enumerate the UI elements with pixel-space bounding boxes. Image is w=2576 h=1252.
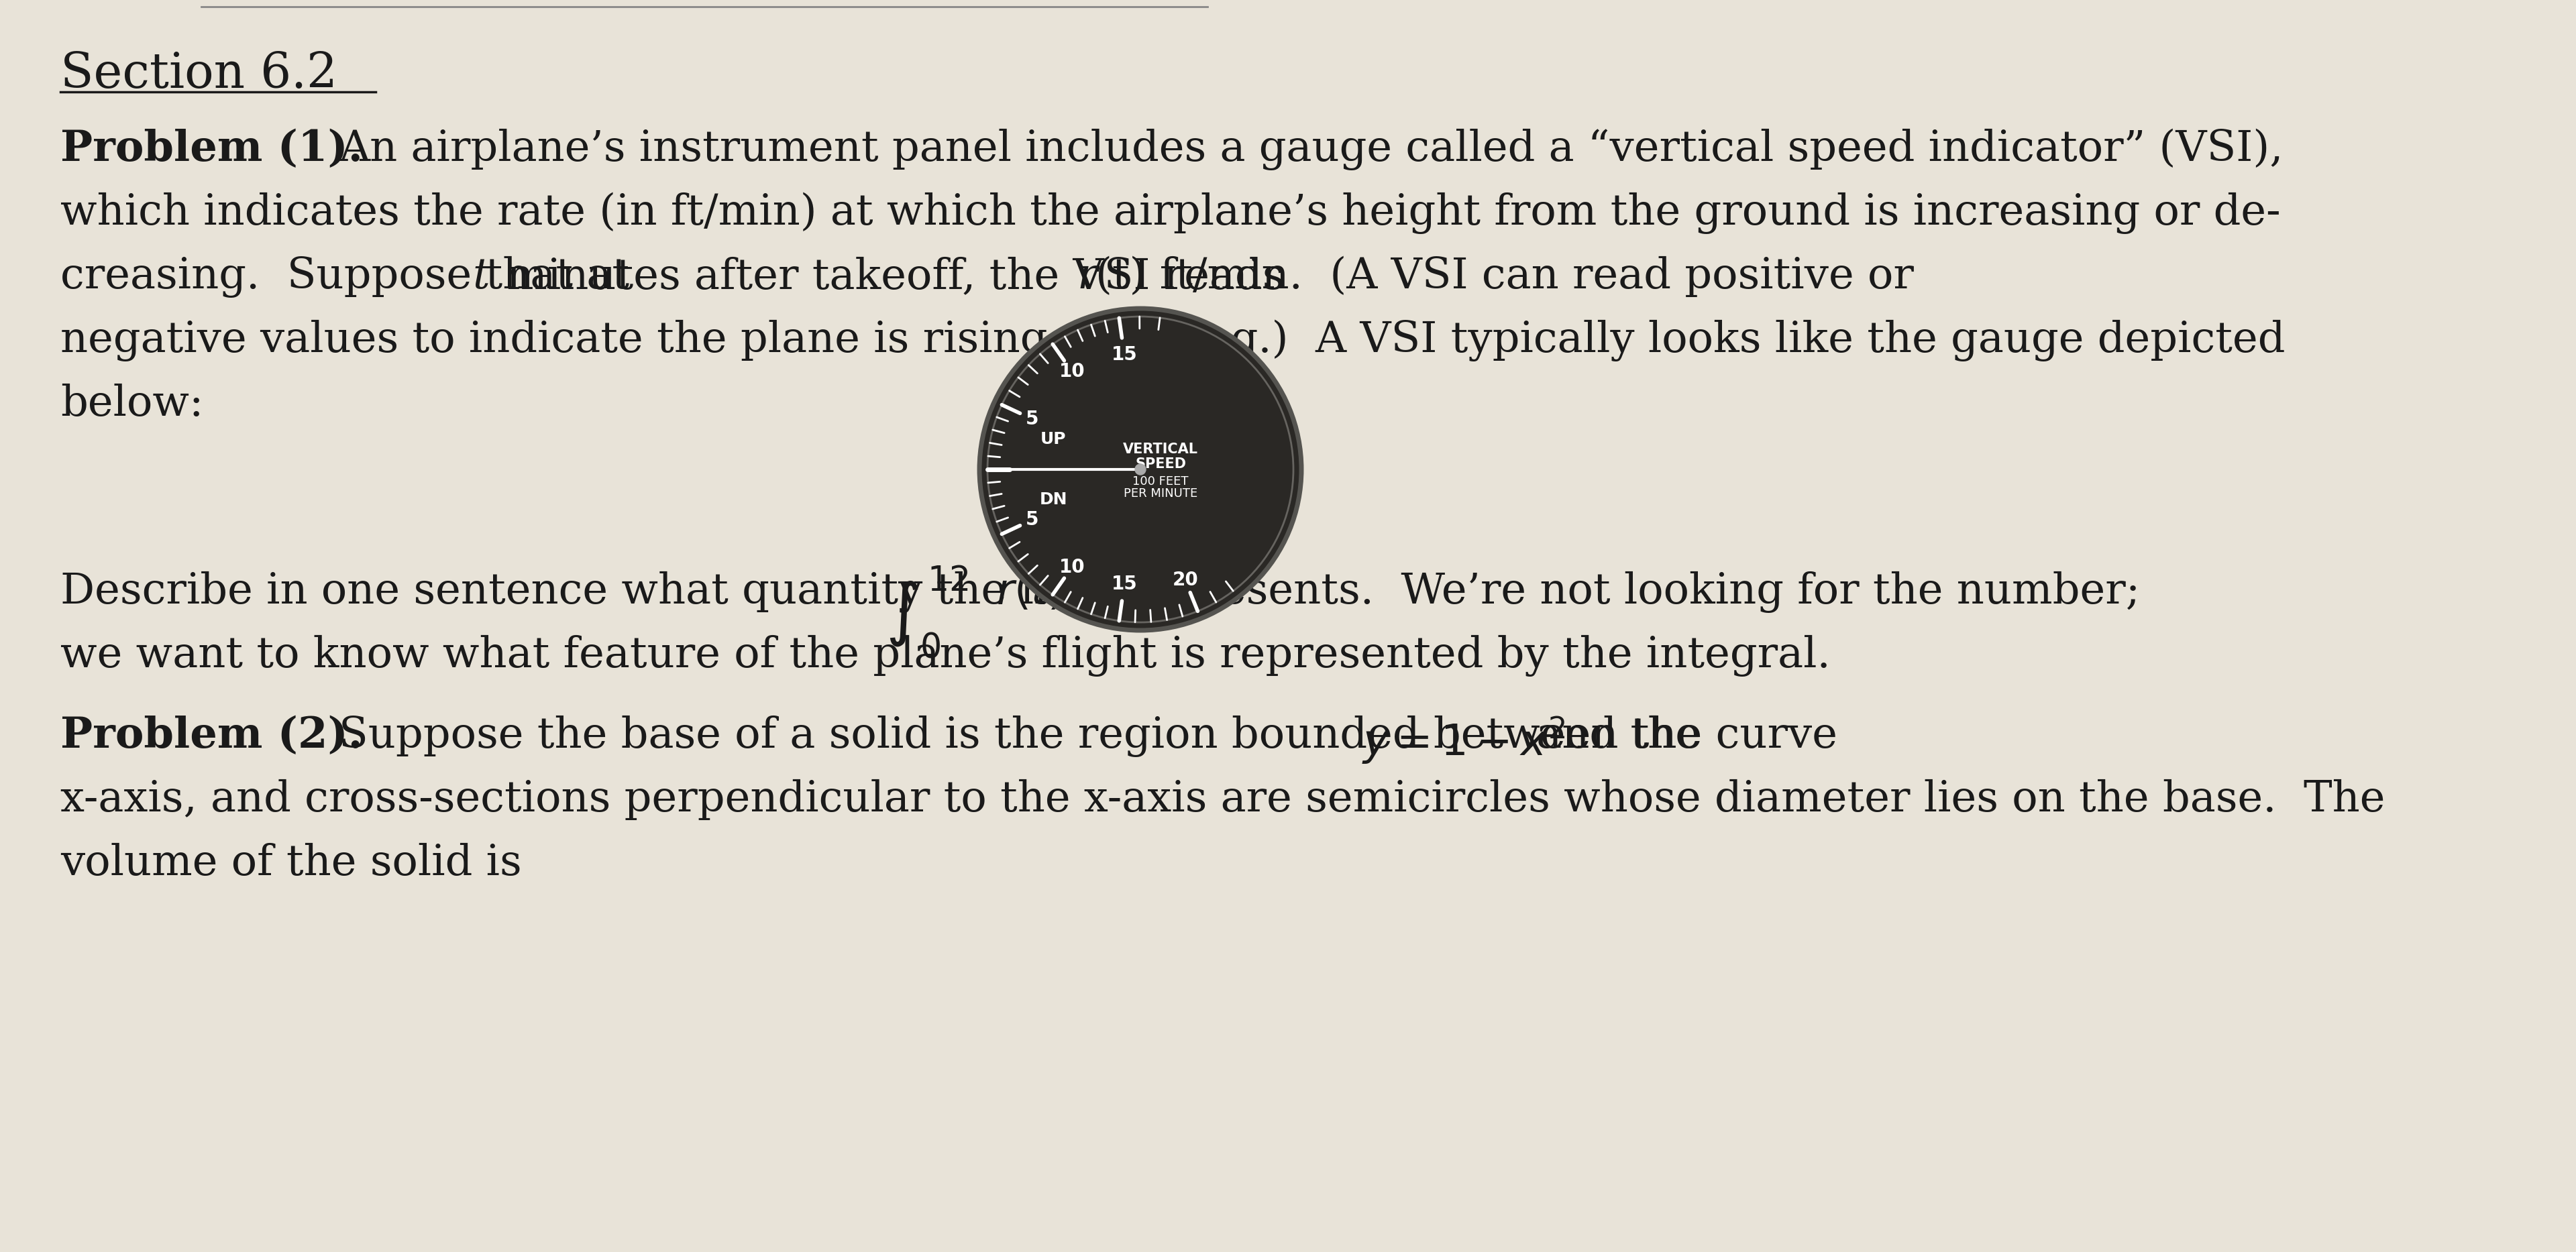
Text: r: r <box>1077 257 1097 298</box>
Text: and the: and the <box>1522 716 1700 756</box>
Text: UP: UP <box>1041 431 1066 447</box>
Circle shape <box>981 309 1301 629</box>
Text: 100 FEET: 100 FEET <box>1133 476 1188 487</box>
Text: DN: DN <box>1038 492 1066 507</box>
Circle shape <box>979 308 1301 630</box>
Circle shape <box>979 308 1301 630</box>
Text: 15: 15 <box>1110 346 1136 364</box>
Text: PER MINUTE: PER MINUTE <box>1123 487 1198 500</box>
Text: we want to know what feature of the plane’s flight is represented by the integra: we want to know what feature of the plan… <box>59 635 1832 676</box>
Text: 15: 15 <box>1110 575 1136 593</box>
Text: Suppose the base of a solid is the region bounded between the curve: Suppose the base of a solid is the regio… <box>340 716 1852 757</box>
Text: VERTICAL: VERTICAL <box>1123 443 1198 456</box>
Text: 5: 5 <box>1025 511 1038 530</box>
Text: represents.  We’re not looking for the number;: represents. We’re not looking for the nu… <box>1113 571 2141 613</box>
Text: volume of the solid is: volume of the solid is <box>59 843 523 884</box>
Text: An airplane’s instrument panel includes a gauge called a “vertical speed indicat: An airplane’s instrument panel includes … <box>340 129 2282 170</box>
Circle shape <box>1136 464 1146 475</box>
Text: t: t <box>474 257 489 298</box>
Text: below:: below: <box>59 383 204 424</box>
Circle shape <box>981 312 1298 627</box>
Text: Problem (2).: Problem (2). <box>59 716 363 756</box>
Text: x-axis, and cross-sections perpendicular to the x-axis are semicircles whose dia: x-axis, and cross-sections perpendicular… <box>59 779 2385 820</box>
Text: SPEED: SPEED <box>1136 457 1185 471</box>
Text: 5: 5 <box>1025 409 1038 428</box>
Text: 10: 10 <box>1059 558 1084 577</box>
Text: minutes after takeoff, the VSI reads: minutes after takeoff, the VSI reads <box>492 257 1298 297</box>
Text: Problem (1).: Problem (1). <box>59 129 363 170</box>
Text: $y = 1 - x^2$: $y = 1 - x^2$ <box>1363 716 1566 766</box>
Text: $\int_0^{12}$: $\int_0^{12}$ <box>886 565 969 661</box>
Text: 20: 20 <box>1172 571 1198 590</box>
Text: (t) ft/min.  (A VSI can read positive or: (t) ft/min. (A VSI can read positive or <box>1095 257 1914 298</box>
Text: 10: 10 <box>1059 362 1084 381</box>
Text: negative values to indicate the plane is rising or falling.)  A VSI typically lo: negative values to indicate the plane is… <box>59 319 2285 362</box>
Text: Section 6.2: Section 6.2 <box>59 50 337 98</box>
Text: Describe in one sentence what quantity the integral: Describe in one sentence what quantity t… <box>59 571 1206 613</box>
Text: creasing.  Suppose that at: creasing. Suppose that at <box>59 257 644 298</box>
Text: which indicates the rate (in ft/min) at which the airplane’s height from the gro: which indicates the rate (in ft/min) at … <box>59 193 2280 234</box>
Text: $r(t)\,dt$: $r(t)\,dt$ <box>997 571 1118 613</box>
